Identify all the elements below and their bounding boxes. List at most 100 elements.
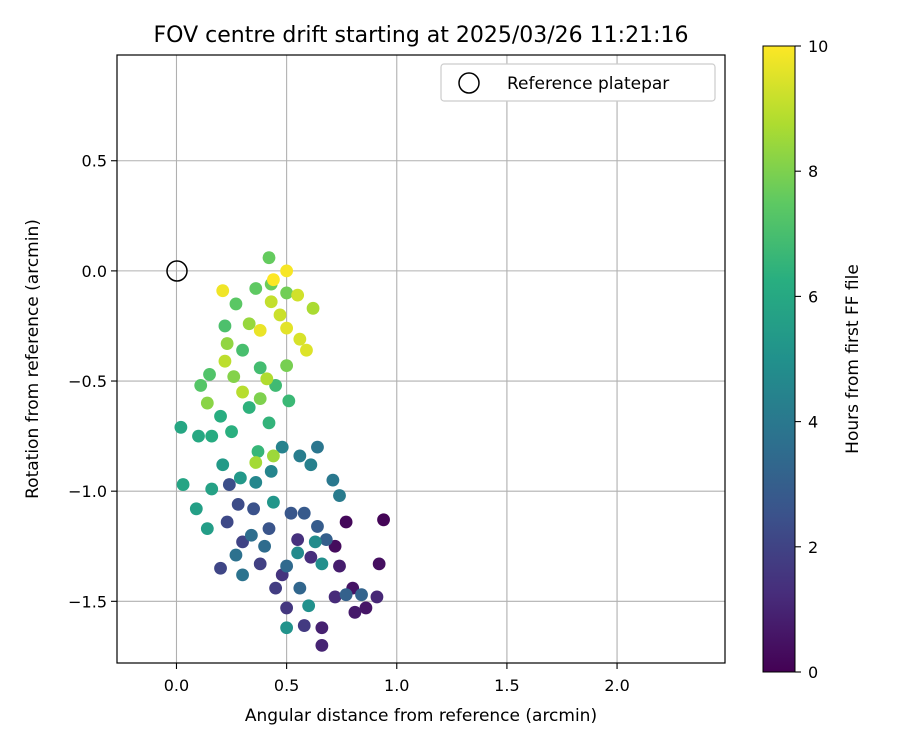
data-point <box>247 502 260 516</box>
data-point <box>231 497 245 511</box>
data-point <box>372 557 386 571</box>
plot-frame <box>116 54 726 664</box>
data-point <box>275 440 289 454</box>
data-point <box>302 599 316 613</box>
x-tick-label: 0.5 <box>274 676 299 695</box>
colorbar-label: Hours from first FF file <box>843 264 863 454</box>
data-point <box>220 337 234 350</box>
data-point <box>220 515 234 529</box>
data-point <box>304 458 318 472</box>
data-point <box>280 264 294 278</box>
data-point <box>216 458 230 472</box>
data-point <box>218 319 232 333</box>
data-point <box>262 251 276 265</box>
colorbar-tick-label: 4 <box>808 413 818 432</box>
data-point <box>370 590 384 604</box>
colorbar-tick-label: 8 <box>808 162 818 181</box>
data-point <box>236 535 249 549</box>
data-point <box>319 533 333 547</box>
data-point <box>280 621 294 635</box>
data-point <box>315 557 329 571</box>
y-tick-label: −1.5 <box>68 592 107 611</box>
data-point <box>251 445 265 458</box>
data-point <box>328 539 342 553</box>
data-point <box>333 489 346 502</box>
data-point <box>236 343 249 357</box>
y-tick-label: 0.0 <box>82 262 107 281</box>
data-point <box>253 361 267 375</box>
y-axis-ticks: 0.5 0.0 −0.5 −1.0 −1.5 <box>68 152 117 611</box>
data-point <box>300 343 313 357</box>
data-point <box>282 394 296 408</box>
data-point <box>242 317 256 331</box>
data-point <box>264 464 278 478</box>
data-point <box>225 425 238 439</box>
x-tick-label: 2.0 <box>604 676 629 695</box>
data-point <box>205 429 219 443</box>
data-point <box>311 440 324 454</box>
data-point <box>205 482 219 496</box>
data-point <box>227 370 241 384</box>
data-point <box>200 522 214 536</box>
data-point <box>264 295 278 309</box>
x-axis-label: Angular distance from reference (arcmin) <box>245 706 597 726</box>
data-point <box>174 420 188 434</box>
data-point <box>297 619 311 632</box>
data-point <box>229 548 243 562</box>
data-point <box>233 471 247 485</box>
data-point <box>291 546 305 560</box>
data-point <box>284 506 298 520</box>
x-tick-label: 0.0 <box>164 676 189 695</box>
chart-title: FOV centre drift starting at 2025/03/26 … <box>154 23 689 48</box>
legend: Reference platepar <box>440 63 716 102</box>
data-point <box>291 533 305 547</box>
data-point <box>339 515 353 529</box>
data-point <box>269 379 283 392</box>
data-point <box>249 475 263 489</box>
data-points <box>174 251 390 652</box>
data-point <box>203 368 216 381</box>
data-point <box>269 581 283 595</box>
data-point <box>291 288 305 302</box>
data-point <box>267 495 280 509</box>
data-point <box>222 478 236 491</box>
data-point <box>236 568 249 582</box>
data-point <box>280 286 294 300</box>
colorbar-tick-label: 10 <box>808 37 828 56</box>
data-point <box>200 396 214 410</box>
data-point <box>328 590 342 604</box>
colorbar-ticks: 0 2 4 6 8 10 <box>795 37 828 682</box>
data-point <box>315 638 329 652</box>
data-point <box>214 561 227 575</box>
x-tick-label: 1.5 <box>494 676 519 695</box>
colorbar: 0 2 4 6 8 10 Hours from first FF file <box>762 37 863 682</box>
data-point <box>218 354 232 368</box>
data-point <box>216 284 230 298</box>
data-point <box>280 359 294 373</box>
data-point <box>236 385 249 399</box>
x-axis-ticks: 0.0 0.5 1.0 1.5 2.0 <box>164 663 630 695</box>
legend-entry-reference-platepar: Reference platepar <box>507 74 669 94</box>
data-point <box>253 323 267 337</box>
y-tick-label: −1.0 <box>68 482 107 501</box>
legend-marker-icon <box>458 72 480 94</box>
data-point <box>355 588 368 602</box>
data-point <box>194 379 208 392</box>
data-point <box>304 550 318 564</box>
data-point <box>214 409 227 423</box>
data-point <box>333 559 346 573</box>
reference-platepar-marker <box>166 260 188 282</box>
data-point <box>306 301 320 315</box>
data-point <box>339 588 353 602</box>
data-point <box>315 621 329 635</box>
data-point <box>262 416 276 430</box>
data-point <box>326 473 340 487</box>
data-point <box>249 282 263 295</box>
data-point <box>293 332 307 346</box>
data-point <box>267 449 280 463</box>
data-point <box>280 601 294 615</box>
data-point <box>258 539 271 553</box>
data-point <box>267 273 280 287</box>
data-point <box>249 456 263 469</box>
